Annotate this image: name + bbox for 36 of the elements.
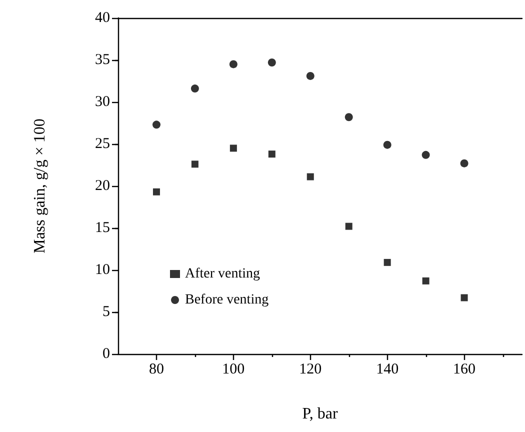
x-tick-label: 80 <box>148 362 164 378</box>
y-tick-label: 10 <box>95 262 110 278</box>
y-tick-label: 25 <box>95 136 110 152</box>
y-tick-label: 5 <box>102 304 110 320</box>
point <box>152 120 160 129</box>
point <box>306 173 314 180</box>
y-tick-label: 20 <box>95 178 110 194</box>
y-tick-label: 35 <box>95 52 110 68</box>
y-tick-label: 30 <box>95 94 110 110</box>
point <box>383 140 392 149</box>
point <box>268 150 276 158</box>
point <box>345 222 352 230</box>
point <box>191 160 198 168</box>
x-tick-label: 160 <box>453 362 476 378</box>
y-tick-label: 15 <box>95 220 110 236</box>
point <box>230 144 237 152</box>
x-tick-label: 140 <box>376 362 399 378</box>
point <box>152 188 160 196</box>
legend-label: Before venting <box>185 292 269 308</box>
point <box>306 72 314 80</box>
x-axis-title: P, bar <box>302 406 338 422</box>
legend-label: After venting <box>185 266 260 282</box>
point <box>422 150 430 159</box>
point <box>229 60 238 68</box>
point <box>384 258 391 266</box>
point <box>190 84 199 93</box>
point <box>422 277 430 284</box>
x-tick-label: 120 <box>299 362 322 378</box>
point <box>460 159 468 168</box>
y-tick-label: 0 <box>102 346 110 362</box>
y-axis-title: Mass gain, g/g × 100 <box>32 118 48 254</box>
point <box>460 294 468 302</box>
y-tick-label: 40 <box>95 10 110 26</box>
x-tick-label: 100 <box>222 362 245 378</box>
point <box>344 113 353 122</box>
point <box>268 58 276 67</box>
